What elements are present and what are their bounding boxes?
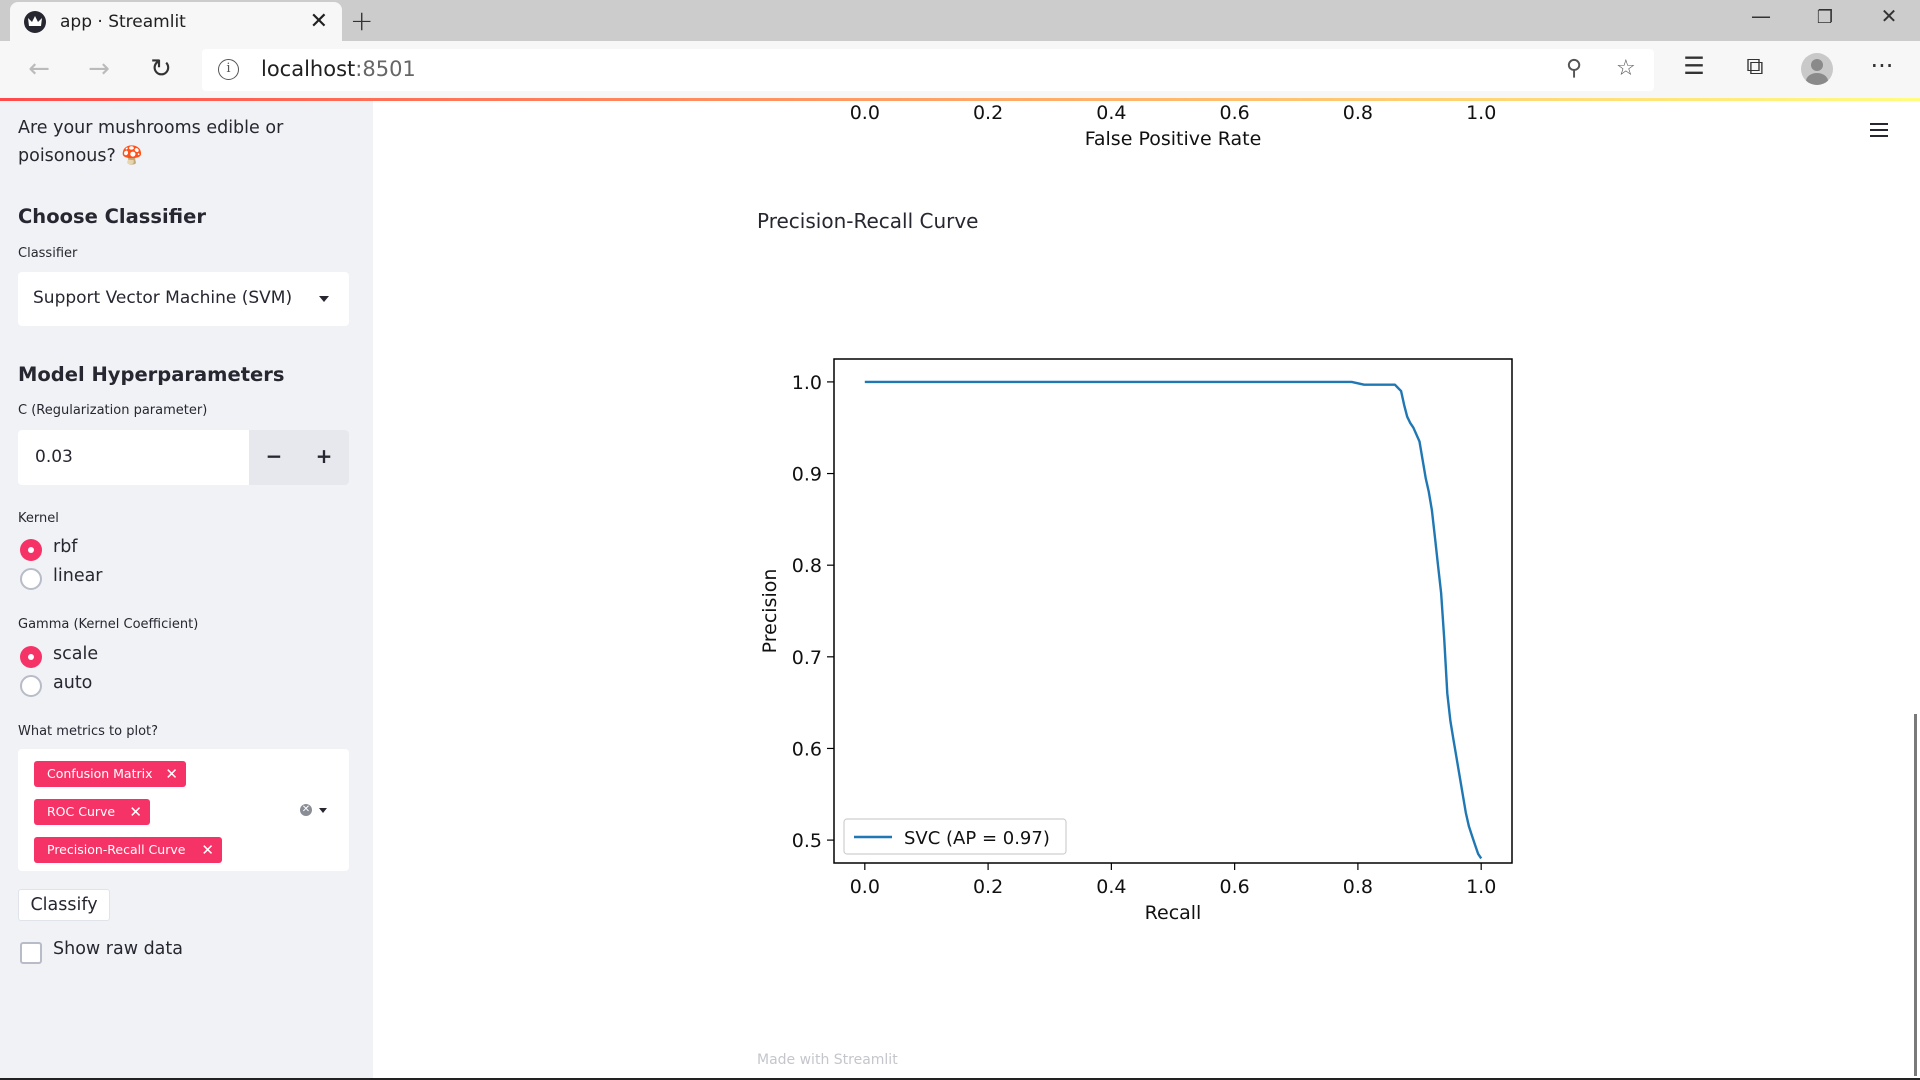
more-options-icon[interactable]: ··· bbox=[1870, 52, 1894, 80]
address-bar[interactable]: i localhost:8501 ⚲ ☆ bbox=[202, 49, 1654, 91]
roc-x-tick-label: 0.6 bbox=[1220, 102, 1250, 124]
c-param-stepper: 0.03 − + bbox=[18, 430, 349, 485]
y-tick-label: 0.9 bbox=[792, 464, 822, 486]
legend-entry: SVC (AP = 0.97) bbox=[904, 828, 1050, 849]
y-tick-label: 0.5 bbox=[792, 830, 822, 852]
show-raw-data-label[interactable]: Show raw data bbox=[53, 939, 183, 959]
streamlit-crown-icon bbox=[24, 11, 46, 33]
metrics-multiselect[interactable]: Confusion Matrix ✕ ROC Curve ✕ Precision-R… bbox=[18, 749, 349, 871]
roc-x-tick-label: 0.0 bbox=[850, 102, 880, 124]
browser-tabstrip: app · Streamlit ✕ + — ❐ ✕ bbox=[0, 0, 1920, 41]
y-tick-label: 1.0 bbox=[792, 372, 822, 394]
collections-icon[interactable]: ⧉ bbox=[1746, 52, 1764, 80]
radio-kernel-rbf[interactable] bbox=[20, 539, 42, 561]
y-axis-label: Precision bbox=[759, 569, 781, 654]
classifier-select[interactable]: Support Vector Machine (SVM) bbox=[18, 272, 349, 326]
c-param-input[interactable]: 0.03 bbox=[35, 447, 73, 467]
roc-x-axis-label: False Positive Rate bbox=[1085, 128, 1262, 150]
chevron-down-icon bbox=[319, 296, 329, 302]
sidebar-intro: Are your mushrooms edible or poisonous? … bbox=[18, 118, 284, 166]
profile-avatar[interactable] bbox=[1801, 53, 1833, 85]
x-tick-label: 0.8 bbox=[1343, 876, 1373, 898]
url-text[interactable]: localhost:8501 bbox=[261, 57, 416, 81]
x-tick-label: 0.2 bbox=[973, 876, 1003, 898]
radio-gamma-auto[interactable] bbox=[20, 675, 42, 697]
hamburger-menu-icon[interactable] bbox=[1870, 123, 1888, 141]
radio-kernel-rbf-label[interactable]: rbf bbox=[53, 537, 78, 557]
hyperparameters-heading: Model Hyperparameters bbox=[18, 363, 285, 386]
streamlit-decoration-bar bbox=[0, 98, 1920, 101]
favorites-list-icon[interactable]: ☰ bbox=[1683, 52, 1705, 80]
new-tab-icon[interactable]: + bbox=[350, 4, 374, 37]
window-bottom-edge bbox=[0, 1078, 1920, 1080]
browser-tab[interactable]: app · Streamlit ✕ bbox=[10, 2, 342, 41]
close-window-icon[interactable]: ✕ bbox=[1880, 4, 1898, 28]
back-icon[interactable]: ← bbox=[28, 54, 50, 84]
roc-x-tick-label: 0.4 bbox=[1096, 102, 1126, 124]
roc-chart-partial: 0.0 0.2 0.4 0.6 0.8 1.0 False Positive Rate bbox=[850, 102, 1497, 150]
forward-icon[interactable]: → bbox=[88, 54, 110, 84]
precision-recall-chart: 0.5 0.6 0.7 0.8 0.9 1.0 0.0 0.2 0.4 0.6 0.8 1.0 SV… bbox=[759, 358, 1513, 924]
browser-toolbar: ← → ↻ i localhost:8501 ⚲ ☆ ☰ ⧉ ··· bbox=[0, 41, 1920, 98]
sidebar: Are your mushrooms edible or poisonous? … bbox=[0, 101, 373, 1078]
gamma-label: Gamma (Kernel Coefficient) bbox=[18, 617, 199, 632]
y-tick-label: 0.7 bbox=[792, 647, 822, 669]
zoom-icon[interactable]: ⚲ bbox=[1566, 56, 1583, 81]
x-tick-label: 0.6 bbox=[1220, 876, 1250, 898]
decrement-button[interactable]: − bbox=[249, 430, 299, 485]
chart-title: Precision-Recall Curve bbox=[757, 209, 979, 233]
reload-icon[interactable]: ↻ bbox=[150, 54, 172, 84]
favorite-star-icon[interactable]: ☆ bbox=[1616, 56, 1636, 81]
classifier-value: Support Vector Machine (SVM) bbox=[33, 288, 293, 308]
radio-gamma-scale[interactable] bbox=[20, 646, 42, 668]
restore-icon[interactable]: ❐ bbox=[1816, 7, 1834, 28]
pr-series-line bbox=[864, 380, 1483, 860]
radio-kernel-linear-label[interactable]: linear bbox=[53, 566, 103, 586]
x-tick-label: 1.0 bbox=[1466, 876, 1496, 898]
minimize-icon[interactable]: — bbox=[1751, 4, 1771, 28]
site-info-icon[interactable]: i bbox=[218, 59, 239, 80]
roc-x-tick-label: 0.2 bbox=[973, 102, 1003, 124]
y-tick-label: 0.8 bbox=[792, 555, 822, 577]
y-tick-label: 0.6 bbox=[792, 738, 822, 760]
remove-chip-icon[interactable]: ✕ bbox=[165, 765, 178, 783]
classify-button[interactable]: Classify bbox=[18, 889, 110, 921]
close-tab-icon[interactable]: ✕ bbox=[309, 9, 328, 34]
radio-gamma-auto-label[interactable]: auto bbox=[53, 673, 93, 693]
clear-all-icon[interactable]: ✕ bbox=[300, 804, 312, 816]
legend: SVC (AP = 0.97) bbox=[843, 818, 1067, 855]
c-param-label: C (Regularization parameter) bbox=[18, 403, 208, 418]
x-axis-label: Recall bbox=[1145, 902, 1202, 924]
x-tick-label: 0.4 bbox=[1096, 876, 1126, 898]
tab-title: app · Streamlit bbox=[60, 12, 186, 32]
roc-x-tick-label: 0.8 bbox=[1343, 102, 1373, 124]
main-content: 0.0 0.2 0.4 0.6 0.8 1.0 False Positive Rate P… bbox=[373, 101, 1920, 1078]
scrollbar-thumb[interactable] bbox=[1914, 714, 1917, 1076]
roc-x-tick-label: 1.0 bbox=[1466, 102, 1496, 124]
remove-chip-icon[interactable]: ✕ bbox=[129, 803, 142, 821]
chip-confusion-matrix: Confusion Matrix ✕ bbox=[34, 761, 186, 787]
increment-button[interactable]: + bbox=[299, 430, 349, 485]
show-raw-data-checkbox[interactable] bbox=[20, 942, 42, 964]
remove-chip-icon[interactable]: ✕ bbox=[201, 841, 214, 859]
radio-kernel-linear[interactable] bbox=[20, 568, 42, 590]
chip-precision-recall-curve: Precision-Recall Curve ✕ bbox=[34, 837, 222, 863]
choose-classifier-heading: Choose Classifier bbox=[18, 205, 206, 228]
classifier-label: Classifier bbox=[18, 246, 78, 261]
metrics-label: What metrics to plot? bbox=[18, 724, 159, 739]
plot-frame bbox=[833, 358, 1513, 864]
chip-roc-curve: ROC Curve ✕ bbox=[34, 799, 150, 825]
x-tick-label: 0.0 bbox=[850, 876, 880, 898]
chevron-down-icon[interactable] bbox=[319, 808, 327, 813]
kernel-label: Kernel bbox=[18, 511, 59, 526]
footer-made-with-streamlit[interactable]: Made with Streamlit bbox=[757, 1052, 898, 1068]
radio-gamma-scale-label[interactable]: scale bbox=[53, 644, 99, 664]
